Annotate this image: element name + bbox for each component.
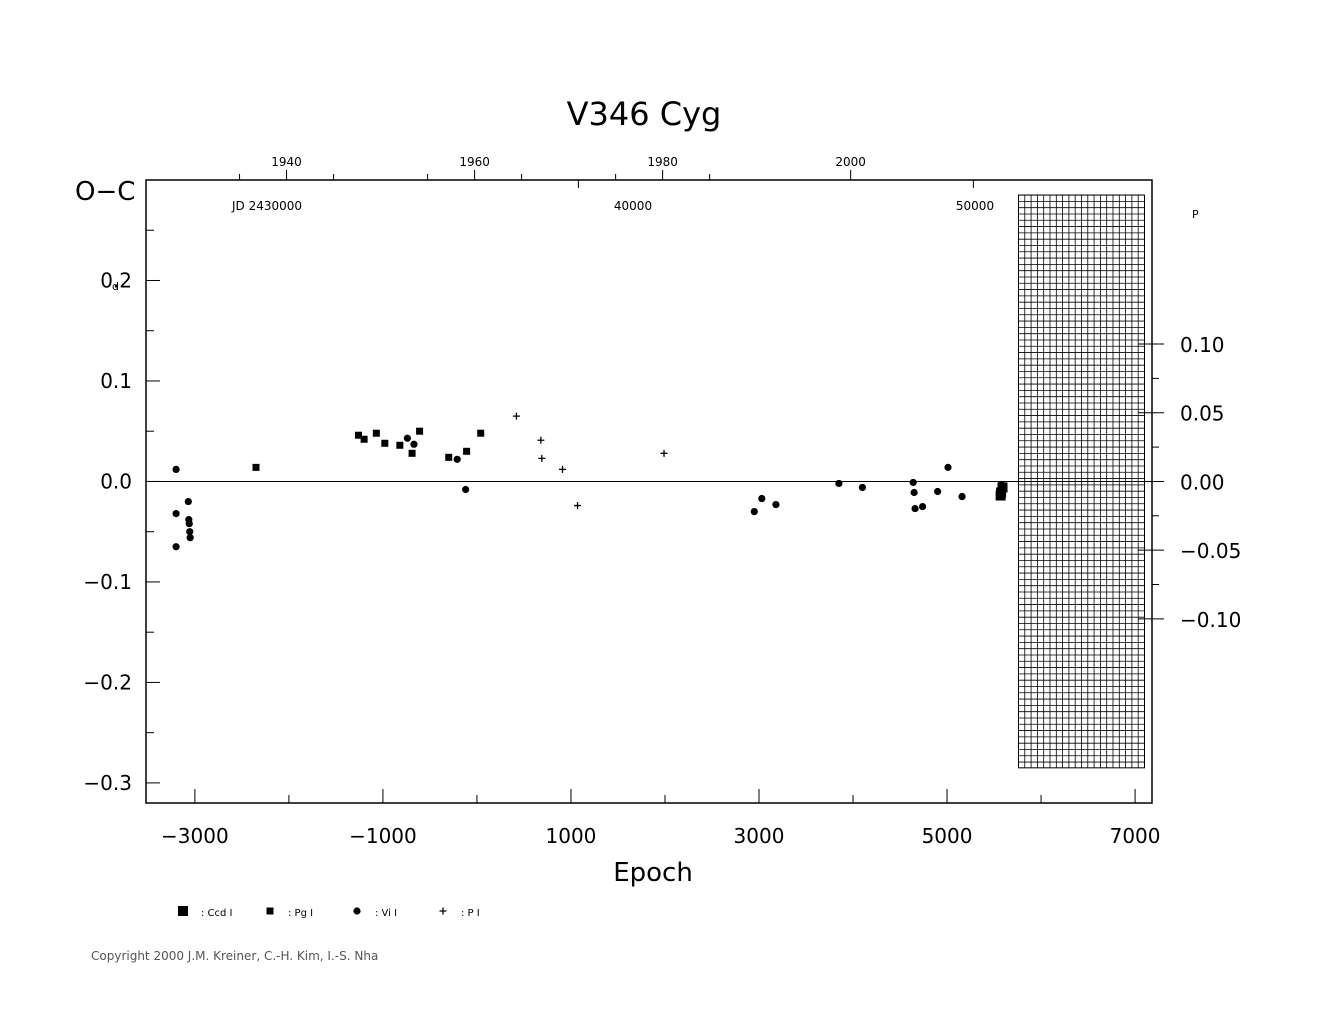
data-point-square bbox=[408, 449, 416, 457]
right-tick-label: −0.10 bbox=[1180, 608, 1241, 632]
data-point-square bbox=[416, 427, 424, 435]
data-point-dot bbox=[184, 497, 192, 506]
data-point-square bbox=[445, 453, 453, 461]
data-point-dot bbox=[403, 434, 411, 442]
data-point-square bbox=[252, 463, 260, 471]
x-tick-label: −3000 bbox=[161, 824, 229, 848]
legend-label: : Pg I bbox=[288, 908, 313, 919]
plot-frame: −3000 −1000 1000 3000 5000 7000 0.2 0.1 0.0 −0.1 −… bbox=[83, 155, 1241, 848]
data-point-plus bbox=[512, 412, 520, 420]
data-point-dot bbox=[934, 487, 942, 496]
data-point-dot bbox=[410, 440, 418, 448]
data-point-dot bbox=[944, 463, 952, 471]
legend-label: : Ccd I bbox=[201, 908, 233, 919]
data-point-dot bbox=[858, 483, 867, 492]
data-point-square bbox=[477, 429, 485, 437]
data-point-dot bbox=[958, 492, 966, 501]
data-points bbox=[172, 412, 1008, 551]
y-tick-label: 0.0 bbox=[100, 469, 132, 493]
data-point-plus bbox=[559, 465, 567, 473]
year-tick-label: 1960 bbox=[459, 155, 490, 169]
x-tick-label: 1000 bbox=[546, 824, 597, 848]
data-point-plus bbox=[574, 502, 582, 510]
data-point-dot bbox=[835, 479, 843, 488]
data-point-dot bbox=[186, 528, 194, 536]
data-point-square bbox=[463, 447, 471, 455]
x-tick-label: 5000 bbox=[922, 824, 973, 848]
legend-marker-square-large bbox=[178, 906, 188, 916]
data-point-dot bbox=[185, 520, 193, 528]
right-unit-superscript: P bbox=[1192, 208, 1199, 221]
data-point-dot bbox=[172, 543, 180, 551]
year-tick-label: 1980 bbox=[647, 155, 678, 169]
y-unit-superscript: d bbox=[112, 280, 119, 293]
jd-label: 40000 bbox=[614, 199, 652, 213]
chart-title: V346 Cyg bbox=[567, 95, 722, 133]
legend-marker-dot bbox=[353, 907, 361, 915]
data-point-plus bbox=[537, 436, 545, 444]
data-point-dot bbox=[186, 534, 194, 542]
data-point-plus bbox=[660, 449, 668, 457]
legend-label: : P I bbox=[461, 908, 480, 919]
data-point-dot bbox=[172, 465, 180, 473]
y-tick-label: −0.2 bbox=[83, 670, 132, 694]
y-tick-label: −0.1 bbox=[83, 570, 132, 594]
legend-label: : Vi I bbox=[375, 908, 397, 919]
data-point-square bbox=[354, 431, 362, 439]
x-tick-label: 3000 bbox=[734, 824, 785, 848]
legend-marker-plus bbox=[439, 907, 447, 915]
data-point-dot bbox=[997, 480, 1006, 489]
legend-marker-square bbox=[266, 907, 274, 915]
y-tick-label: 0.1 bbox=[100, 369, 132, 393]
data-point-dot bbox=[911, 504, 919, 513]
data-point-square-large bbox=[996, 487, 1007, 498]
y-tick-label: −0.3 bbox=[83, 771, 132, 795]
data-point-dot bbox=[453, 455, 461, 463]
right-tick-label: 0.10 bbox=[1180, 333, 1225, 357]
data-point-dot bbox=[772, 500, 780, 509]
y-axis-label: O−C bbox=[75, 177, 135, 207]
jd-label: JD 2430000 bbox=[231, 199, 302, 213]
data-point-square bbox=[396, 441, 404, 449]
y-tick-label: 0.2 bbox=[100, 268, 132, 292]
data-point-dot bbox=[172, 510, 180, 518]
data-point-plus bbox=[538, 454, 546, 462]
x-tick-label: 7000 bbox=[1110, 824, 1161, 848]
jd-label: 50000 bbox=[956, 199, 994, 213]
right-tick-label: 0.00 bbox=[1180, 470, 1225, 494]
right-tick-label: 0.05 bbox=[1180, 402, 1225, 426]
data-point-dot bbox=[750, 507, 758, 516]
right-tick-label: −0.05 bbox=[1180, 539, 1241, 563]
data-point-dot bbox=[909, 478, 917, 487]
legend: : Ccd I : Pg I : Vi I : P I bbox=[178, 906, 480, 919]
data-point-dot bbox=[910, 488, 918, 497]
copyright-notice: Copyright 2000 J.M. Kreiner, C.-H. Kim, … bbox=[91, 949, 379, 963]
year-tick-label: 1940 bbox=[271, 155, 302, 169]
plot-border bbox=[145, 179, 1153, 804]
data-point-square bbox=[360, 435, 368, 443]
year-tick-label: 2000 bbox=[835, 155, 866, 169]
x-tick-label: −1000 bbox=[349, 824, 417, 848]
data-point-square bbox=[381, 439, 389, 447]
data-point-dot bbox=[918, 502, 927, 511]
data-point-square bbox=[372, 429, 380, 437]
data-point-dot bbox=[462, 485, 470, 494]
x-axis-label: Epoch bbox=[613, 858, 693, 888]
data-point-dot bbox=[758, 494, 766, 503]
